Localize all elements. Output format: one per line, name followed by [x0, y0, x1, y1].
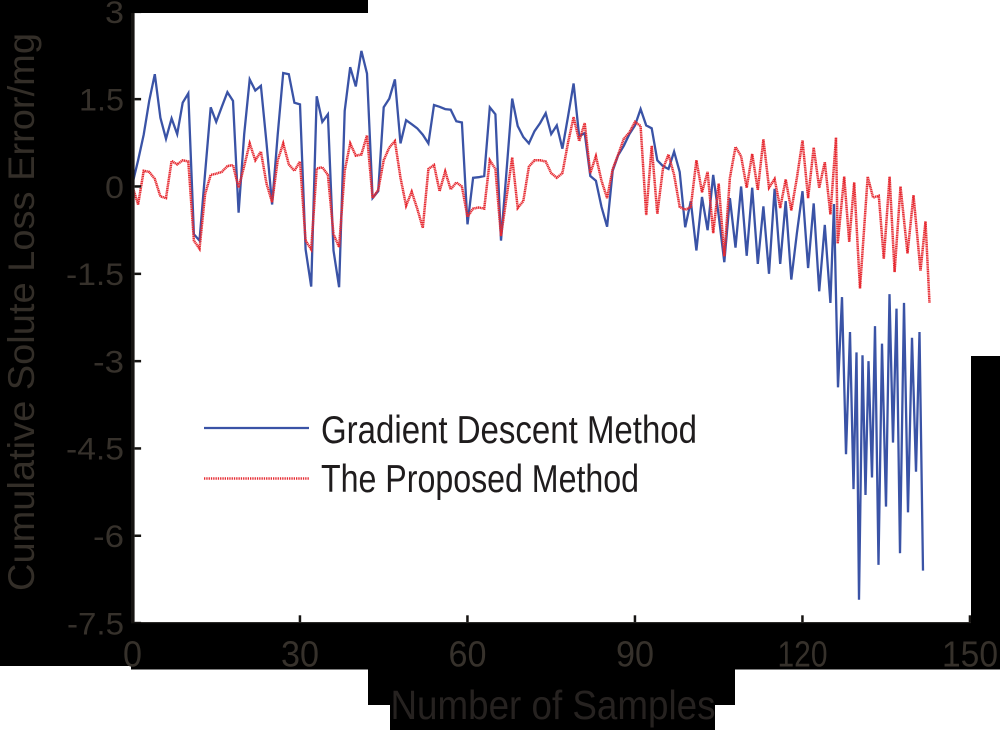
svg-text:30: 30: [281, 634, 319, 675]
svg-text:-4.5: -4.5: [66, 431, 124, 467]
svg-text:0: 0: [105, 169, 124, 205]
svg-text:Cumulative Solute Loss Error/m: Cumulative Solute Loss Error/mg: [1, 33, 42, 591]
svg-text:-1.5: -1.5: [66, 256, 124, 292]
svg-text:120: 120: [778, 634, 828, 675]
svg-text:-3: -3: [93, 343, 124, 379]
svg-text:60: 60: [449, 634, 487, 675]
svg-text:0: 0: [123, 634, 142, 675]
svg-text:-6: -6: [93, 518, 124, 554]
svg-text:-7.5: -7.5: [67, 605, 124, 641]
svg-text:90: 90: [616, 634, 654, 675]
svg-text:The Proposed Method: The Proposed Method: [321, 458, 639, 501]
svg-text:Number of Samples: Number of Samples: [391, 682, 716, 728]
svg-text:3: 3: [105, 0, 124, 30]
svg-text:150: 150: [942, 634, 998, 675]
svg-text:1.5: 1.5: [79, 82, 124, 118]
svg-text:Gradient Descent Method: Gradient Descent Method: [321, 409, 697, 452]
